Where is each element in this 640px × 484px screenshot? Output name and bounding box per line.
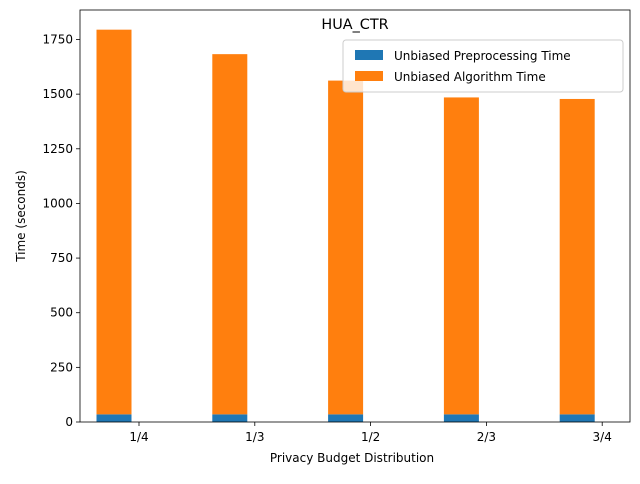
y-axis-label: Time (seconds) [14, 170, 28, 263]
bar-preprocessing-2 [328, 414, 364, 422]
y-tick-label: 1250 [42, 142, 73, 156]
bar-algorithm-3 [443, 97, 479, 415]
legend-swatch-preprocessing [355, 50, 383, 60]
y-tick-label: 1500 [42, 87, 73, 101]
y-tick-label: 0 [65, 415, 73, 429]
y-axis: 0 250 500 750 1000 1250 1500 1750 [42, 33, 80, 429]
x-tick-label: 2/3 [477, 430, 496, 444]
bar-preprocessing-3 [443, 414, 479, 422]
bar-preprocessing-0 [96, 414, 132, 422]
legend-label-algorithm: Unbiased Algorithm Time [394, 70, 546, 84]
x-tick-label: 1/4 [129, 430, 148, 444]
bar-preprocessing-4 [559, 414, 595, 422]
chart-title: HUA_CTR [321, 17, 388, 33]
y-tick-label: 500 [50, 306, 73, 320]
bars-group [96, 29, 595, 422]
bar-algorithm-1 [212, 54, 248, 415]
legend-swatch-algorithm [355, 71, 383, 81]
x-tick-label: 3/4 [593, 430, 612, 444]
y-tick-label: 1750 [42, 33, 73, 47]
x-tick-label: 1/3 [245, 430, 264, 444]
legend-frame [342, 39, 624, 93]
bar-preprocessing-1 [212, 414, 248, 422]
y-tick-label: 250 [50, 360, 73, 374]
bar-algorithm-2 [328, 80, 364, 415]
y-tick-label: 750 [50, 251, 73, 265]
legend-label-preprocessing: Unbiased Preprocessing Time [394, 49, 571, 63]
plot-frame [79, 9, 631, 423]
bar-algorithm-4 [559, 98, 595, 415]
legend: Unbiased Preprocessing Time Unbiased Alg… [342, 39, 624, 93]
x-axis-label: Privacy Budget Distribution [270, 451, 434, 465]
x-tick-label: 1/2 [361, 430, 380, 444]
bar-algorithm-0 [96, 29, 132, 415]
x-axis: 1/4 1/3 1/2 2/3 3/4 [129, 422, 612, 444]
y-tick-label: 1000 [42, 196, 73, 210]
